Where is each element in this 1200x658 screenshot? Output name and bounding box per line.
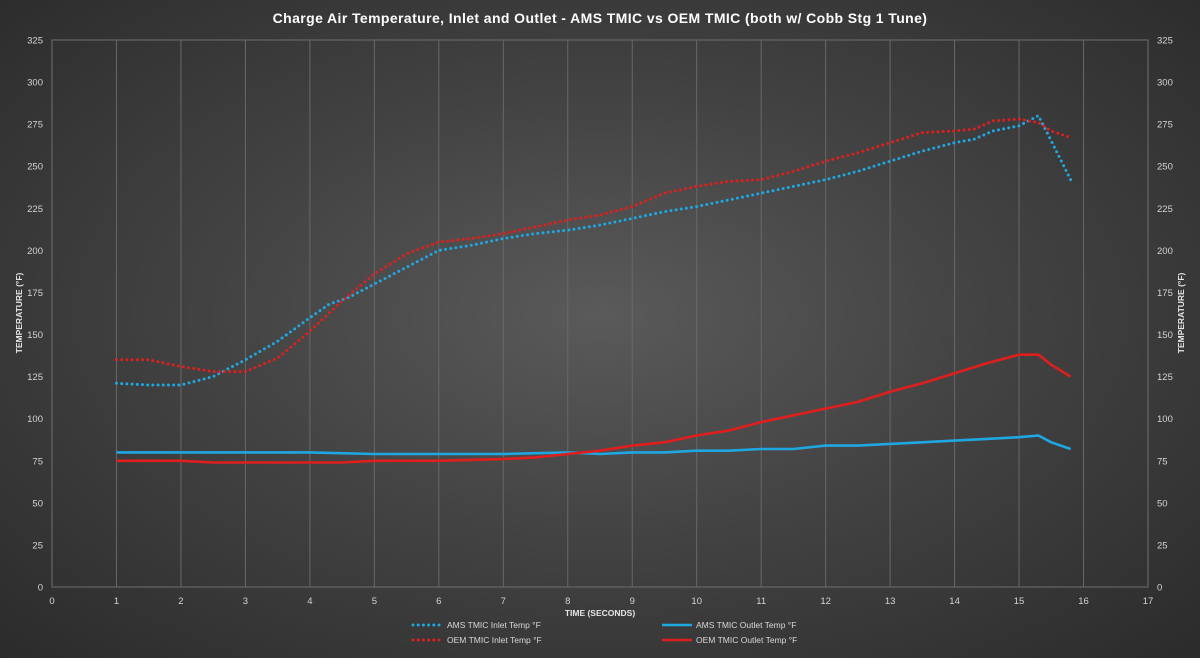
y-tick-label-right: 275	[1157, 120, 1173, 131]
y-tick-label-left: 50	[32, 498, 43, 509]
x-tick-label: 17	[1143, 596, 1154, 607]
y-tick-label-left: 325	[27, 36, 43, 47]
y-tick-label-right: 325	[1157, 36, 1173, 47]
series-line-2	[115, 117, 1073, 374]
y-tick-label-left: 275	[27, 120, 43, 131]
x-tick-label: 2	[178, 596, 183, 607]
series-line-1	[115, 114, 1073, 387]
y-tick-label-right: 75	[1157, 456, 1168, 467]
grid	[51, 39, 1149, 588]
x-tick-label: 10	[691, 596, 702, 607]
y-tick-label-left: 0	[38, 583, 43, 594]
y-tick-label-right: 150	[1157, 330, 1173, 341]
x-tick-label: 5	[372, 596, 377, 607]
y-tick-label-left: 125	[27, 372, 43, 383]
x-tick-label: 12	[820, 596, 831, 607]
x-tick-label: 1	[114, 596, 119, 607]
chart-title: Charge Air Temperature, Inlet and Outlet…	[273, 10, 928, 26]
y-tick-label-left: 200	[27, 246, 43, 257]
legend-label: OEM TMIC Inlet Temp °F	[447, 635, 542, 645]
y-tick-label-left: 75	[32, 456, 43, 467]
y-tick-label-right: 250	[1157, 162, 1173, 173]
x-tick-label: 11	[756, 596, 766, 607]
plot-frame	[51, 39, 1149, 588]
y-tick-label-right: 50	[1157, 498, 1168, 509]
x-tick-label: 6	[436, 596, 441, 607]
y-tick-label-right: 300	[1157, 78, 1173, 89]
legend: AMS TMIC Inlet Temp °F OEM TMIC Inlet Tem…	[411, 620, 797, 645]
y-tick-label-right: 225	[1157, 204, 1173, 215]
y-tick-label-right: 200	[1157, 246, 1173, 257]
series-layer	[115, 114, 1073, 464]
y-tick-label-right: 0	[1157, 583, 1162, 594]
series-line-3	[116, 434, 1072, 456]
y-tick-label-right: 125	[1157, 372, 1173, 383]
y-tick-label-left: 175	[27, 288, 43, 299]
x-tick-label: 16	[1078, 596, 1089, 607]
y-tick-label-right: 175	[1157, 288, 1173, 299]
series-line-4	[116, 353, 1072, 464]
x-tick-label: 4	[307, 596, 312, 607]
y-tick-label-left: 250	[27, 162, 43, 173]
legend-label: OEM TMIC Outlet Temp °F	[696, 635, 797, 645]
y-tick-label-left: 25	[32, 540, 43, 551]
x-tick-label: 13	[885, 596, 896, 607]
legend-item: OEM TMIC Outlet Temp °F	[662, 635, 797, 645]
y-tick-label-left: 100	[27, 414, 43, 425]
y-tick-label-right: 25	[1157, 540, 1168, 551]
x-tick-label: 3	[243, 596, 248, 607]
x-tick-label: 7	[501, 596, 506, 607]
y-tick-label-left: 225	[27, 204, 43, 215]
x-tick-label: 9	[630, 596, 635, 607]
x-tick-label: 15	[1014, 596, 1025, 607]
y-tick-label-right: 100	[1157, 414, 1173, 425]
x-tick-label: 8	[565, 596, 570, 607]
x-tick-label: 0	[49, 596, 54, 607]
y-tick-label-left: 150	[27, 330, 43, 341]
legend-item: AMS TMIC Outlet Temp °F	[662, 620, 796, 630]
x-tick-label: 14	[949, 596, 960, 607]
y-axis-title-left: TEMPERATURE (°F)	[14, 272, 24, 353]
y-axis-title-right: TEMPERATURE (°F)	[1176, 272, 1186, 353]
y-tick-label-left: 300	[27, 78, 43, 89]
x-axis-title: TIME (SECONDS)	[565, 608, 636, 618]
legend-item: AMS TMIC Inlet Temp °F	[411, 620, 541, 630]
legend-label: AMS TMIC Outlet Temp °F	[696, 620, 796, 630]
legend-item: OEM TMIC Inlet Temp °F	[411, 635, 542, 645]
legend-label: AMS TMIC Inlet Temp °F	[447, 620, 541, 630]
